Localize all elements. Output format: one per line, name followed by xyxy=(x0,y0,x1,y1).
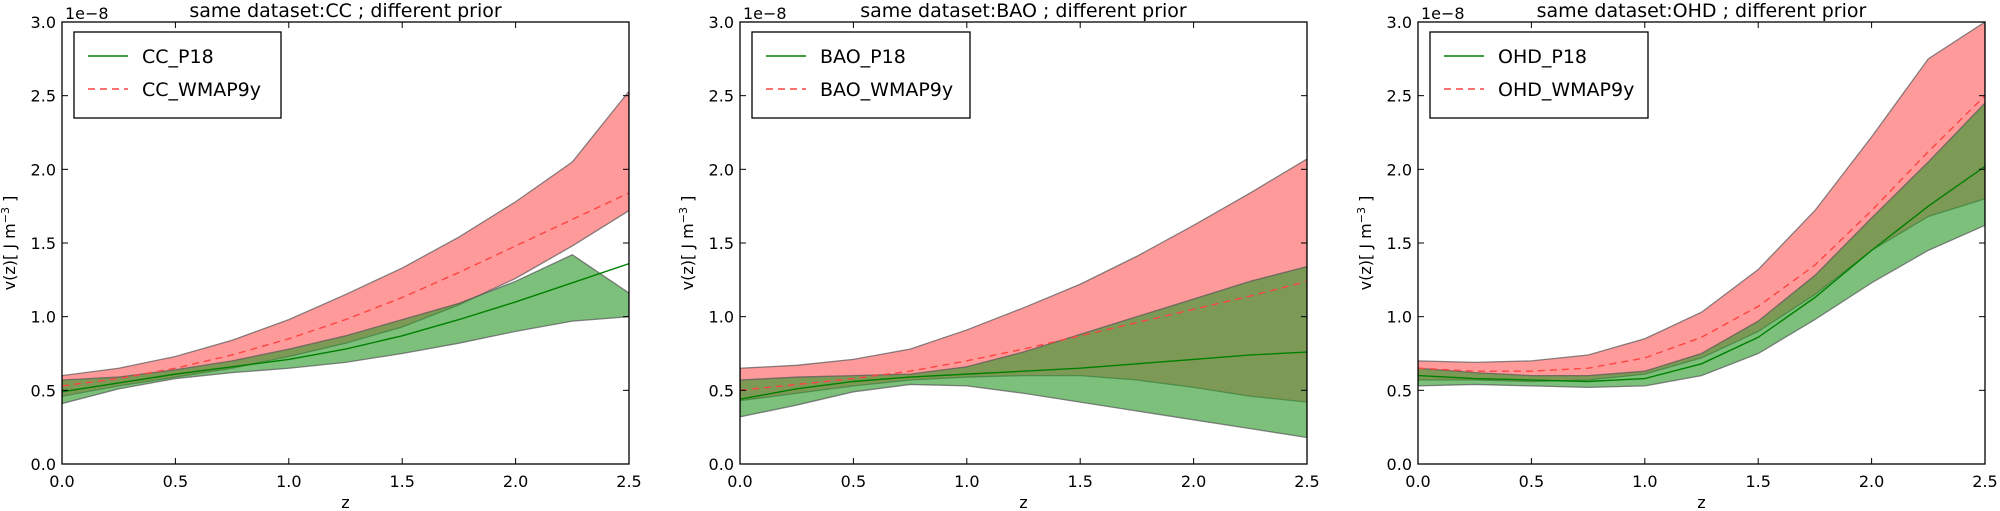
y-tick-label: 3.0 xyxy=(1387,13,1412,32)
x-tick-label: 0.5 xyxy=(1519,472,1544,491)
y-tick-label: 3.0 xyxy=(31,13,56,32)
y-offset-label: 1e−8 xyxy=(65,4,109,23)
chart-title: same dataset:OHD ; different prior xyxy=(1537,0,1867,22)
y-tick-label: 0.5 xyxy=(1387,381,1412,400)
legend-label-BAO_WMAP9y: BAO_WMAP9y xyxy=(820,79,953,101)
legend-box xyxy=(73,31,282,119)
y-axis-label-superscript: −3 xyxy=(677,207,690,223)
y-offset-label: 1e−8 xyxy=(743,4,787,23)
y-tick-label: 1.5 xyxy=(709,234,734,253)
y-axis-label-end: ] xyxy=(0,196,19,207)
x-tick-label: 2.5 xyxy=(1294,472,1319,491)
y-tick-label: 1.5 xyxy=(31,234,56,253)
y-tick-label: 1.5 xyxy=(1387,234,1412,253)
plot-area xyxy=(740,158,1307,439)
x-tick-label: 1.0 xyxy=(954,472,979,491)
y-tick-label: 0.5 xyxy=(709,381,734,400)
legend-box xyxy=(1429,31,1649,119)
band-BAO_P18 xyxy=(740,265,1307,439)
line-CC_WMAP9y xyxy=(62,192,629,387)
chart-title: same dataset:BAO ; different prior xyxy=(860,0,1187,22)
x-tick-label: 0.5 xyxy=(163,472,188,491)
x-tick-label: 0.0 xyxy=(1405,472,1430,491)
y-axis-label-superscript: −3 xyxy=(0,207,12,223)
y-axis-label-end: ] xyxy=(678,196,697,207)
line-OHD_P18 xyxy=(1418,165,1985,383)
y-tick-label: 2.0 xyxy=(709,160,734,179)
x-tick-label: 1.0 xyxy=(1632,472,1657,491)
line-CC_P18 xyxy=(62,262,629,393)
y-axis-label-text: v(z)[ J m xyxy=(1356,223,1375,290)
plot-area xyxy=(1418,22,1985,389)
chart-panel-1: 0.0 0.5 1.0 1.5 2.0 2.5 0.0 0.5 1.0 1.5 2.0 2.5 3.0 1… xyxy=(0,0,642,511)
y-tick-label: 0.0 xyxy=(31,455,56,474)
y-tick-label: 2.5 xyxy=(1387,87,1412,106)
y-axis-label-text: v(z)[ J m xyxy=(0,223,19,290)
legend-label-BAO_P18: BAO_P18 xyxy=(820,46,906,68)
y-tick-label: 0.0 xyxy=(1387,455,1412,474)
band-OHD_P18 xyxy=(1418,102,1985,389)
legend-label-CC_WMAP9y: CC_WMAP9y xyxy=(142,79,261,101)
chart-title: same dataset:CC ; different prior xyxy=(189,0,502,22)
plot-area xyxy=(62,90,629,405)
x-tick-label: 2.0 xyxy=(1181,472,1206,491)
band-CC_P18 xyxy=(62,254,629,405)
y-tick-label: 2.5 xyxy=(31,87,56,106)
x-tick-label: 0.5 xyxy=(841,472,866,491)
x-tick-label: 1.0 xyxy=(276,472,301,491)
y-axis-label-superscript: −3 xyxy=(1355,207,1368,223)
y-tick-label: 2.0 xyxy=(1387,160,1412,179)
x-tick-label: 2.5 xyxy=(1972,472,1997,491)
legend-label-CC_P18: CC_P18 xyxy=(142,46,214,68)
x-tick-label: 1.5 xyxy=(1745,472,1770,491)
y-tick-label: 3.0 xyxy=(709,13,734,32)
y-tick-label: 2.5 xyxy=(709,87,734,106)
x-tick-label: 2.5 xyxy=(616,472,641,491)
chart-panel-2: 0.0 0.5 1.0 1.5 2.0 2.5 0.0 0.5 1.0 1.5 2.0 2.5 3.0 1… xyxy=(677,0,1320,511)
x-tick-label: 2.0 xyxy=(503,472,528,491)
x-tick-label: 1.5 xyxy=(1067,472,1092,491)
y-axis-label: v(z)[ J m−3 ] xyxy=(1355,196,1375,291)
x-axis-label: z xyxy=(1697,493,1705,511)
y-tick-label: 1.0 xyxy=(709,308,734,327)
legend-box xyxy=(751,31,971,119)
y-tick-label: 0.5 xyxy=(31,381,56,400)
y-axis-label: v(z)[ J m−3 ] xyxy=(677,196,697,291)
y-axis-label: v(z)[ J m−3 ] xyxy=(0,196,19,291)
x-tick-label: 0.0 xyxy=(49,472,74,491)
line-OHD_WMAP9y xyxy=(1418,95,1985,372)
y-tick-label: 0.0 xyxy=(709,455,734,474)
y-tick-label: 1.0 xyxy=(1387,308,1412,327)
x-tick-label: 0.0 xyxy=(727,472,752,491)
x-axis-label: z xyxy=(341,493,349,511)
chart-panel-3: 0.0 0.5 1.0 1.5 2.0 2.5 0.0 0.5 1.0 1.5 2.0 2.5 3.0 1… xyxy=(1355,0,1998,511)
line-BAO_P18 xyxy=(740,351,1307,400)
x-tick-label: 2.0 xyxy=(1859,472,1884,491)
x-axis-label: z xyxy=(1019,493,1027,511)
line-BAO_WMAP9y xyxy=(740,280,1307,392)
legend-label-OHD_WMAP9y: OHD_WMAP9y xyxy=(1498,79,1634,101)
legend-label-OHD_P18: OHD_P18 xyxy=(1498,46,1587,68)
y-axis-label-text: v(z)[ J m xyxy=(678,223,697,290)
y-tick-label: 1.0 xyxy=(31,308,56,327)
x-tick-label: 1.5 xyxy=(389,472,414,491)
y-offset-label: 1e−8 xyxy=(1421,4,1465,23)
y-axis-label-end: ] xyxy=(1356,196,1375,207)
y-tick-label: 2.0 xyxy=(31,160,56,179)
